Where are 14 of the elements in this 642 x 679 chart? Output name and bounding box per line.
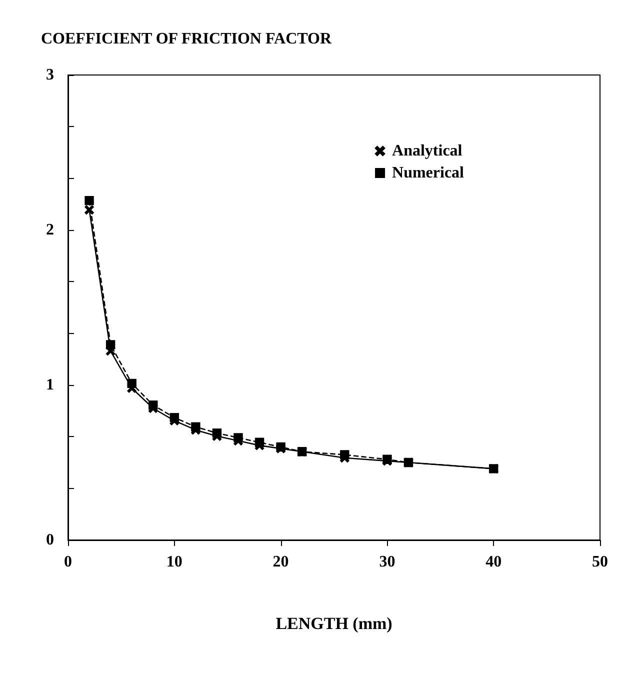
legend-label: Numerical	[392, 164, 465, 182]
x-tick-label: 30	[379, 554, 396, 570]
x-tick-label: 0	[64, 554, 72, 570]
y-tick-label: 0	[46, 532, 54, 548]
x-axis-title: LENGTH (mm)	[276, 614, 392, 633]
y-tick-label: 1	[46, 376, 54, 394]
legend-label: Analytical	[392, 142, 463, 160]
y-tick-label: 3	[46, 66, 54, 84]
y-tick-label: 2	[46, 222, 54, 238]
x-tick-label: 50	[592, 554, 608, 570]
chart-title: COEFFICIENT OF FRICTION FACTOR	[41, 30, 332, 48]
x-tick-label: 40	[486, 554, 502, 570]
x-tick-label: 20	[272, 554, 289, 570]
x-tick-label: 10	[166, 554, 182, 570]
